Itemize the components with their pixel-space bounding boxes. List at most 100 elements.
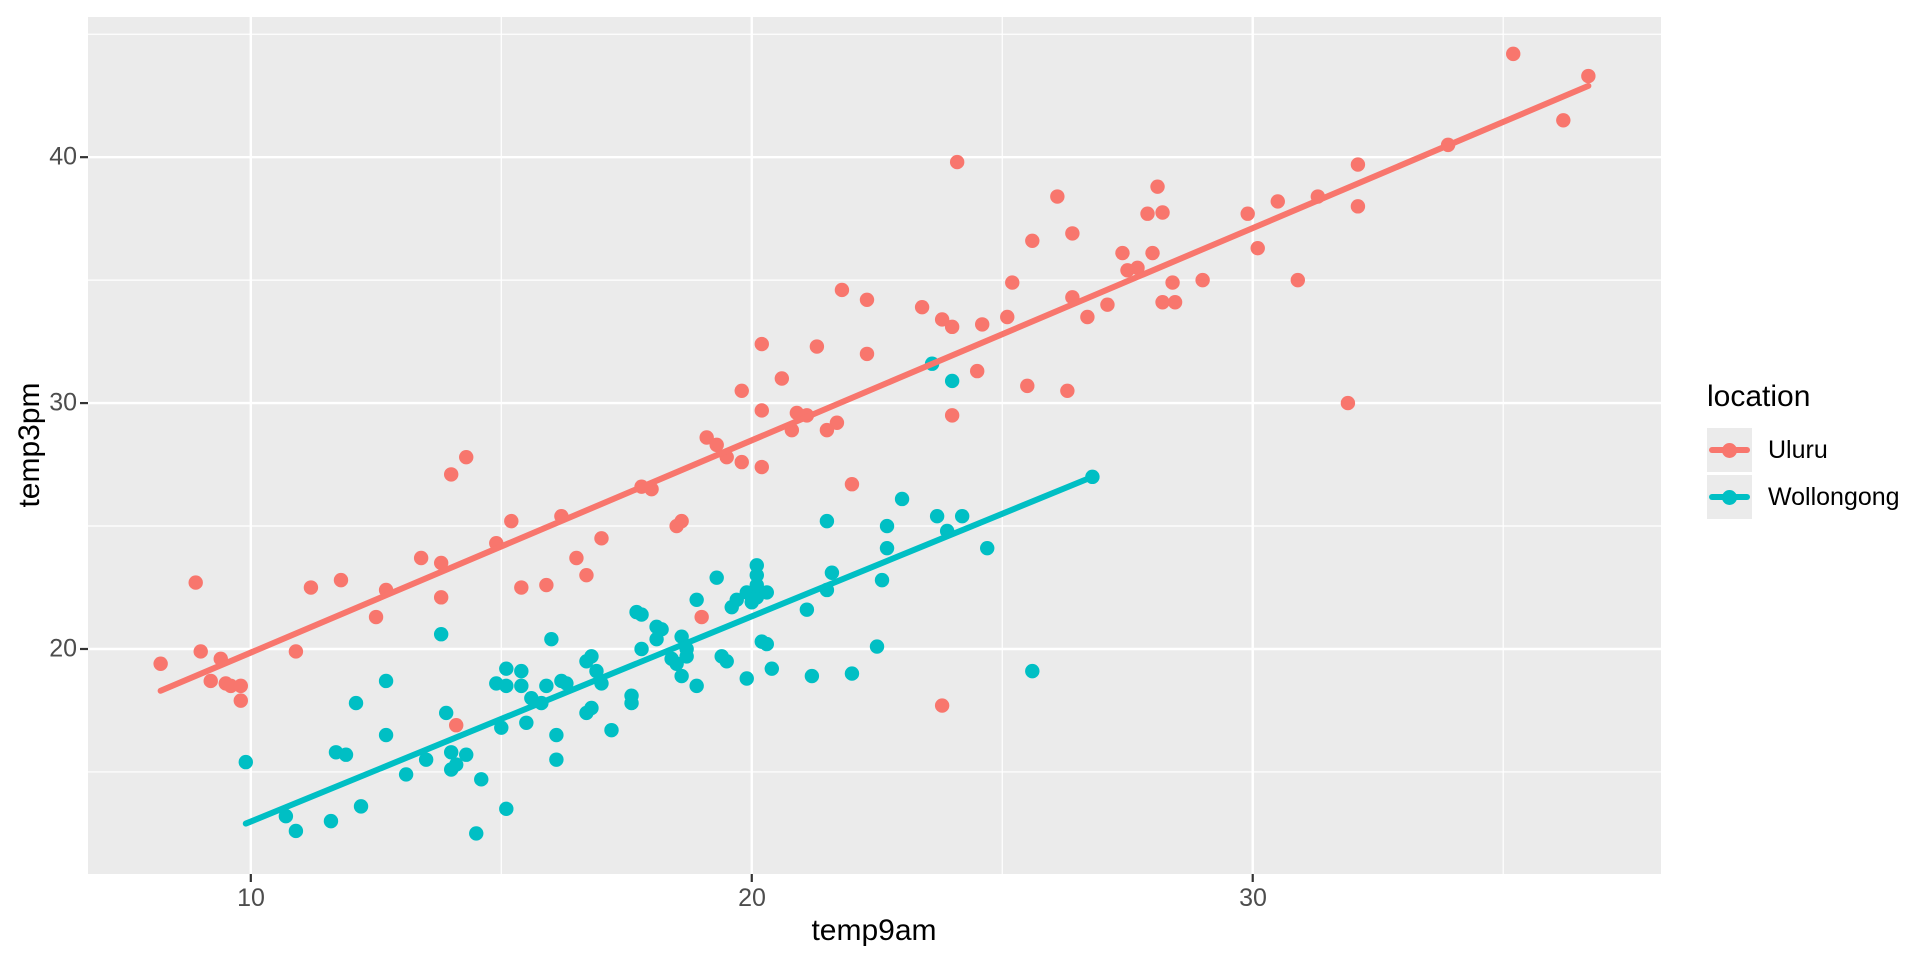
scatter-point-wollongong bbox=[844, 666, 860, 681]
point-glyph-icon bbox=[1722, 442, 1737, 458]
scatter-point-uluru bbox=[203, 673, 218, 689]
scatter-point-uluru bbox=[1270, 194, 1285, 209]
scatter-point-uluru bbox=[1167, 295, 1183, 310]
scatter-point-wollongong bbox=[438, 705, 454, 721]
scatter-point-uluru bbox=[859, 346, 875, 362]
scatter-point-wollongong bbox=[323, 813, 339, 829]
scatter-point-uluru bbox=[944, 319, 960, 335]
scatter-point-uluru bbox=[934, 698, 950, 713]
scatter-point-wollongong bbox=[894, 491, 910, 507]
x-axis-title: temp9am bbox=[811, 914, 937, 947]
scatter-point-uluru bbox=[504, 513, 519, 529]
scatter-point-uluru bbox=[569, 550, 584, 566]
scatter-point-uluru bbox=[1140, 206, 1155, 221]
scatter-point-wollongong bbox=[514, 663, 529, 679]
scatter-point-wollongong bbox=[980, 540, 995, 556]
scatter-point-uluru bbox=[819, 422, 835, 438]
scatter-point-uluru bbox=[449, 718, 464, 733]
y-tick-label-20: 20 bbox=[49, 634, 77, 663]
scatter-point-wollongong bbox=[929, 508, 945, 524]
scatter-point-wollongong bbox=[944, 373, 960, 389]
scatter-point-uluru bbox=[709, 437, 724, 453]
scatter-point-uluru bbox=[459, 449, 474, 465]
scatter-point-uluru bbox=[233, 693, 248, 708]
x-tick-label-30: 30 bbox=[1239, 884, 1267, 912]
scatter-point-wollongong bbox=[459, 747, 474, 762]
scatter-point-uluru bbox=[774, 371, 790, 386]
scatter-point-uluru bbox=[834, 282, 850, 298]
legend-title: location bbox=[1707, 380, 1811, 413]
scatter-point-wollongong bbox=[689, 678, 704, 694]
scatter-point-uluru bbox=[1000, 309, 1015, 325]
scatter-point-wollongong bbox=[879, 540, 895, 556]
scatter-point-wollongong bbox=[729, 592, 744, 608]
scatter-point-uluru bbox=[934, 312, 950, 327]
scatter-point-uluru bbox=[594, 531, 609, 546]
scatter-point-wollongong bbox=[443, 745, 459, 760]
scatter-point-wollongong bbox=[689, 592, 704, 608]
scatter-point-wollongong bbox=[649, 631, 664, 647]
scatter-point-wollongong bbox=[338, 747, 354, 762]
scatter-point-uluru bbox=[914, 299, 930, 315]
scatter-point-uluru bbox=[1005, 275, 1020, 290]
scatter-point-uluru bbox=[288, 644, 304, 659]
scatter-point-uluru bbox=[233, 678, 248, 694]
scatter-point-uluru bbox=[1060, 383, 1075, 398]
scatter-point-wollongong bbox=[759, 636, 774, 652]
scatter-point-uluru bbox=[734, 454, 749, 470]
scatter-point-uluru bbox=[1025, 233, 1040, 248]
scatter-point-uluru bbox=[944, 408, 960, 423]
legend-key-swatch-uluru bbox=[1707, 428, 1752, 472]
scatter-point-uluru bbox=[1145, 245, 1160, 261]
scatter-point-wollongong bbox=[669, 656, 684, 671]
scatter-point-uluru bbox=[1165, 275, 1180, 290]
scatter-point-wollongong bbox=[874, 572, 890, 588]
scatter-point-uluru bbox=[975, 317, 990, 332]
scatter-point-uluru bbox=[1065, 226, 1080, 241]
scatter-point-wollongong bbox=[288, 823, 304, 839]
scatter-point-wollongong bbox=[589, 663, 604, 679]
scatter-point-uluru bbox=[1250, 240, 1265, 256]
scatter-point-uluru bbox=[368, 609, 384, 625]
panel-background bbox=[88, 17, 1661, 874]
scatter-point-wollongong bbox=[709, 570, 724, 585]
scatter-point-uluru bbox=[699, 430, 714, 445]
scatter-point-wollongong bbox=[1025, 663, 1040, 679]
legend-item-wollongong: Wollongong bbox=[1707, 475, 1900, 519]
scatter-point-uluru bbox=[1290, 272, 1306, 288]
scatter-point-wollongong bbox=[433, 627, 449, 642]
scatter-point-uluru bbox=[193, 644, 208, 659]
scatter-point-uluru bbox=[443, 467, 459, 482]
scatter-point-uluru bbox=[188, 575, 203, 590]
scatter-point-wollongong bbox=[549, 727, 564, 743]
y-tick-label-30: 30 bbox=[49, 388, 77, 417]
scatter-point-wollongong bbox=[584, 649, 599, 664]
scatter-point-uluru bbox=[1155, 295, 1170, 310]
scatter-point-uluru bbox=[333, 572, 349, 588]
point-glyph-icon bbox=[1722, 489, 1737, 505]
scatter-point-wollongong bbox=[584, 700, 599, 716]
scatter-point-wollongong bbox=[398, 767, 414, 782]
scatter-point-wollongong bbox=[749, 568, 764, 583]
scatter-point-wollongong bbox=[443, 762, 459, 777]
scatter-point-wollongong bbox=[378, 673, 394, 689]
scatter-point-uluru bbox=[1080, 309, 1095, 325]
scatter-point-uluru bbox=[223, 678, 238, 694]
x-tick-label-20: 20 bbox=[738, 884, 766, 912]
scatter-point-uluru bbox=[829, 415, 845, 430]
scatter-point-wollongong bbox=[749, 577, 764, 593]
scatter-point-wollongong bbox=[799, 602, 815, 617]
scatter-point-uluru bbox=[433, 555, 449, 571]
scatter-point-wollongong bbox=[634, 607, 649, 622]
scatter-point-uluru bbox=[303, 580, 319, 595]
scatter-point-wollongong bbox=[278, 809, 294, 824]
scatter-point-uluru bbox=[1155, 205, 1170, 220]
trend-line-uluru bbox=[157, 82, 1592, 694]
scatter-point-uluru bbox=[1350, 157, 1366, 172]
scatter-point-uluru bbox=[734, 383, 749, 398]
scatter-point-uluru bbox=[754, 403, 769, 418]
scatter-point-uluru bbox=[1130, 260, 1145, 276]
scatter-point-uluru bbox=[1240, 206, 1255, 221]
